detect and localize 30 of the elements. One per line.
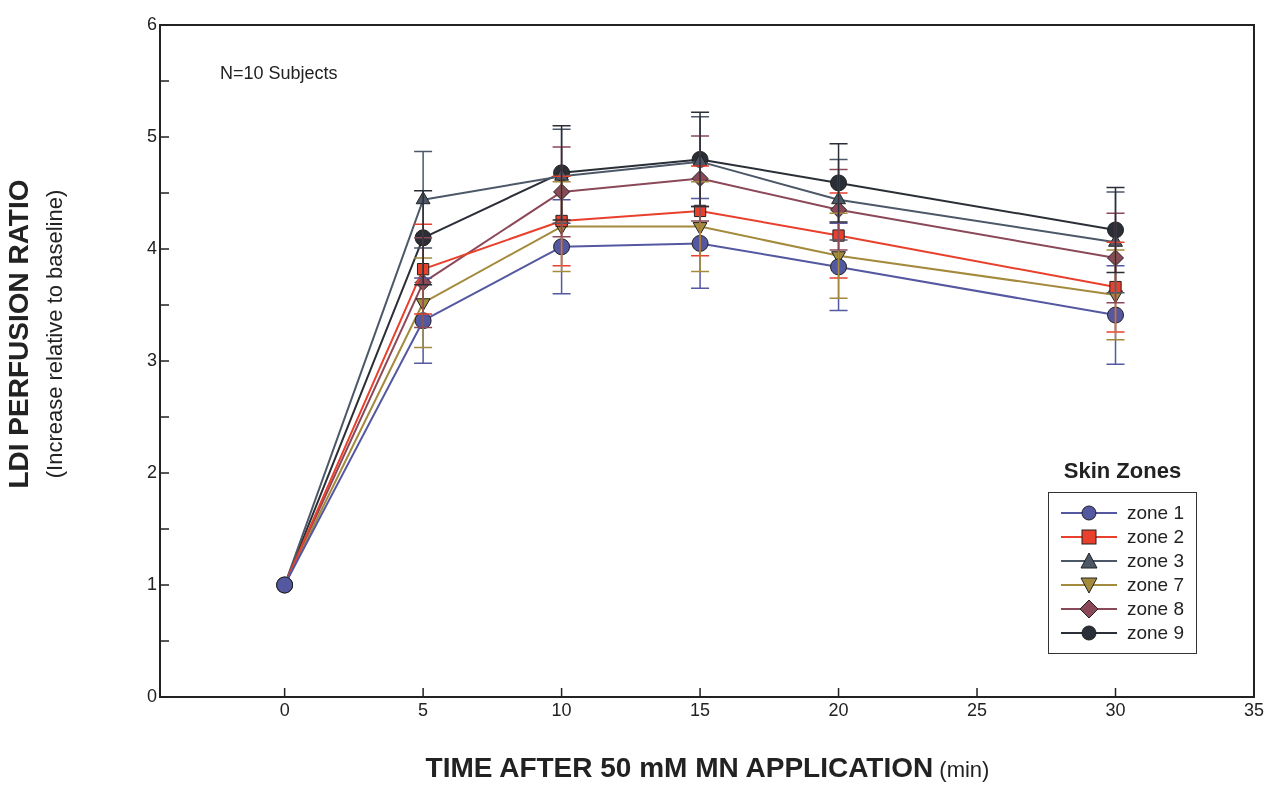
legend-label: zone 9 (1126, 622, 1184, 644)
legend-label: zone 8 (1126, 598, 1184, 620)
x-tick-label: 25 (967, 699, 988, 720)
x-tick-label: 30 (1105, 699, 1126, 720)
point (830, 258, 848, 276)
x-tick-label: 10 (551, 699, 572, 720)
point (553, 238, 571, 256)
y-tick-label: 5 (146, 125, 157, 146)
legend-label: zone 3 (1126, 550, 1184, 572)
legend-label: zone 7 (1126, 574, 1184, 596)
annotation: N=10 Subjects (220, 62, 338, 83)
y-tick-label: 2 (146, 461, 157, 482)
y-tick-label: 1 (146, 573, 157, 594)
x-axis-title: TIME AFTER 50 mM MN APPLICATION (min) (425, 752, 990, 783)
legend-label: zone 2 (1126, 526, 1184, 548)
y-tick-label: 3 (146, 349, 157, 370)
point (1107, 306, 1125, 324)
x-tick-label: 35 (1243, 699, 1264, 720)
x-tick-label: 5 (418, 699, 429, 720)
point (830, 174, 848, 192)
y-tick-label: 0 (146, 685, 157, 706)
x-tick-label: 0 (279, 699, 290, 720)
y-axis-title: LDI PERFUSION RATIO (Increase relative to baseline) (3, 178, 68, 491)
legend-title: Skin Zones (1062, 458, 1183, 484)
legend-label: zone 1 (1126, 502, 1184, 524)
x-tick-label: 15 (690, 699, 711, 720)
y-tick-label: 6 (146, 13, 157, 34)
y-tick-label: 4 (146, 237, 157, 258)
point (1107, 221, 1125, 239)
x-tick-label: 20 (828, 699, 849, 720)
